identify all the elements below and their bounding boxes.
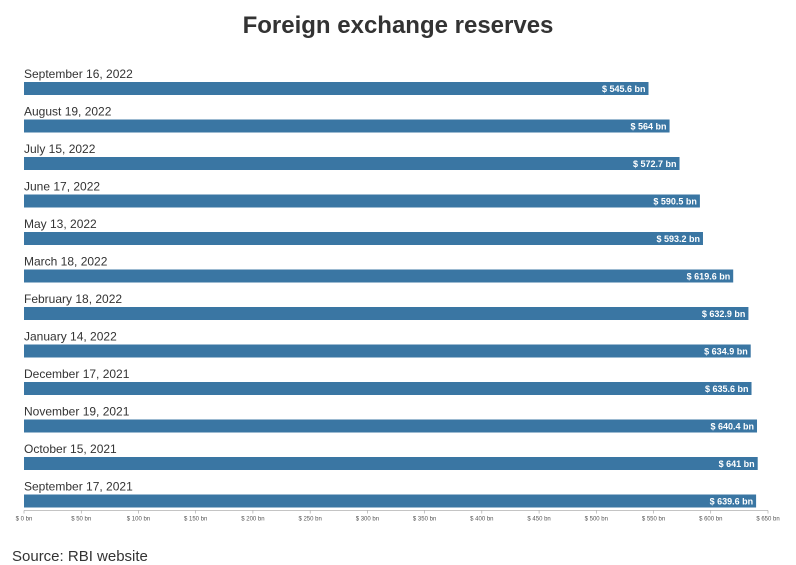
x-tick-label: $ 450 bn bbox=[527, 517, 550, 523]
bar bbox=[24, 307, 749, 320]
source-note: Source: RBI website bbox=[12, 548, 148, 565]
x-tick-label: $ 50 bn bbox=[71, 517, 91, 523]
category-label: February 18, 2022 bbox=[24, 292, 122, 306]
category-label: June 17, 2022 bbox=[24, 180, 100, 194]
bar bbox=[24, 419, 758, 433]
x-tick-label: $ 100 bn bbox=[127, 517, 150, 523]
x-tick-label: $ 650 bn bbox=[756, 517, 779, 523]
data-label: $ 639.6 bn bbox=[710, 497, 754, 507]
data-label: $ 545.6 bn bbox=[602, 84, 646, 94]
data-label: $ 632.9 bn bbox=[702, 309, 746, 319]
x-tick-label: $ 200 bn bbox=[241, 517, 264, 523]
data-label: $ 635.6 bn bbox=[705, 384, 749, 394]
category-label: May 13, 2022 bbox=[24, 217, 97, 231]
bar bbox=[24, 119, 670, 133]
chart-title: Foreign exchange reserves bbox=[242, 12, 554, 39]
category-label: March 18, 2022 bbox=[24, 255, 108, 269]
bar bbox=[24, 157, 680, 170]
bar bbox=[24, 457, 758, 470]
category-label: September 16, 2022 bbox=[24, 67, 133, 81]
data-label: $ 593.2 bn bbox=[656, 234, 700, 244]
category-label: January 14, 2022 bbox=[24, 330, 117, 344]
x-tick-label: $ 300 bn bbox=[356, 517, 379, 523]
x-tick-label: $ 550 bn bbox=[642, 517, 665, 523]
x-tick-label: $ 500 bn bbox=[585, 517, 608, 523]
x-tick-label: $ 150 bn bbox=[184, 517, 207, 523]
bar bbox=[24, 494, 757, 508]
data-label: $ 572.7 bn bbox=[633, 159, 677, 169]
bar-chart: September 16, 2022 $ 545.6 bn August 19, 2… bbox=[16, 67, 780, 523]
x-tick-label: $ 350 bn bbox=[413, 517, 436, 523]
bar bbox=[24, 82, 649, 95]
x-tick-label: $ 0 bn bbox=[16, 517, 33, 523]
category-label: September 17, 2021 bbox=[24, 480, 133, 494]
x-tick-label: $ 400 bn bbox=[470, 517, 493, 523]
bar bbox=[24, 269, 734, 283]
data-label: $ 564 bn bbox=[631, 122, 667, 132]
x-tick-label: $ 600 bn bbox=[699, 517, 722, 523]
bar bbox=[24, 344, 751, 358]
category-label: December 17, 2021 bbox=[24, 367, 130, 381]
category-label: November 19, 2021 bbox=[24, 405, 130, 419]
data-label: $ 634.9 bn bbox=[704, 347, 748, 357]
bar bbox=[24, 194, 700, 208]
category-label: July 15, 2022 bbox=[24, 142, 96, 156]
category-label: October 15, 2021 bbox=[24, 442, 117, 456]
data-label: $ 590.5 bn bbox=[653, 197, 697, 207]
bar bbox=[24, 232, 703, 245]
x-tick-label: $ 250 bn bbox=[298, 517, 321, 523]
bar bbox=[24, 382, 752, 395]
data-label: $ 640.4 bn bbox=[710, 422, 754, 432]
data-label: $ 641 bn bbox=[719, 459, 755, 469]
data-label: $ 619.6 bn bbox=[687, 272, 731, 282]
category-label: August 19, 2022 bbox=[24, 105, 112, 119]
